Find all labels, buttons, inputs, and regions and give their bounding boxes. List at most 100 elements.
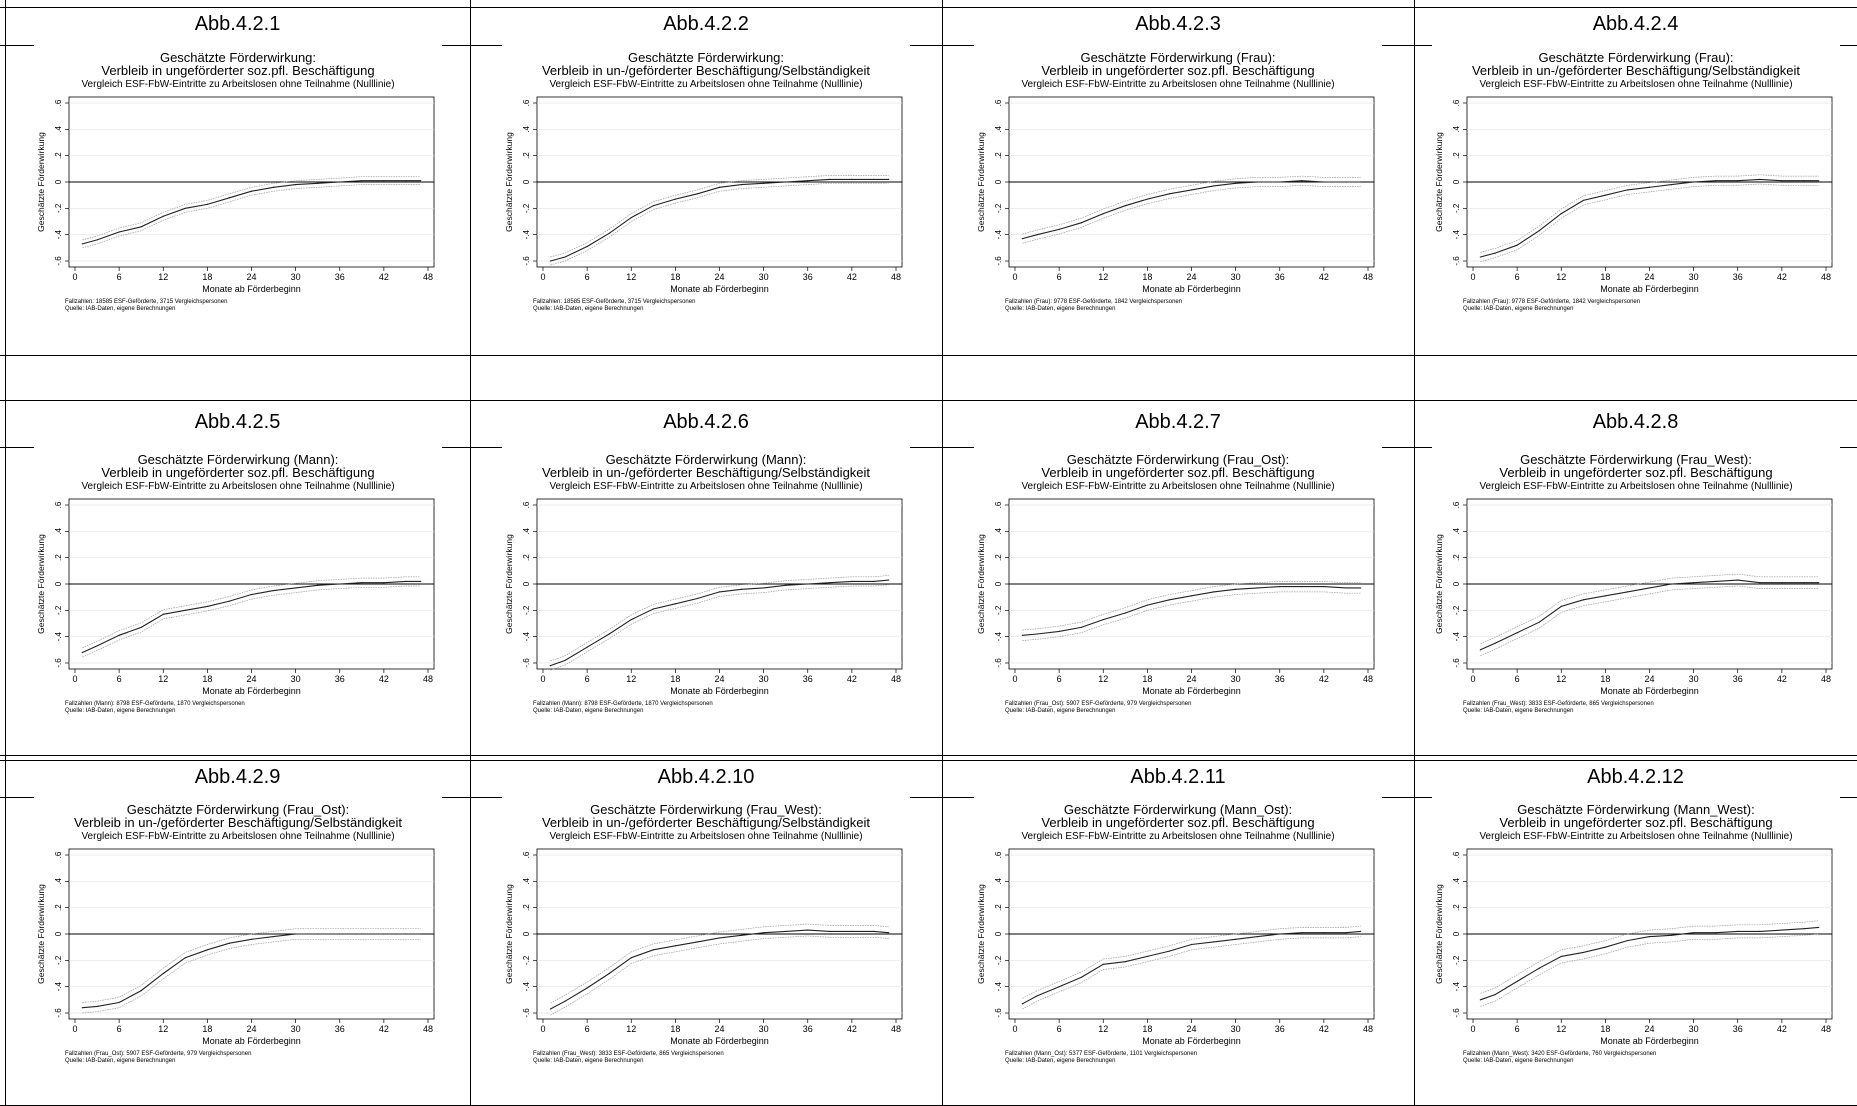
x-tick-label: 48 xyxy=(891,272,901,282)
data-point xyxy=(1626,189,1628,191)
data-point xyxy=(250,190,252,192)
chart-title: Geschätzte Förderwirkung (Frau): xyxy=(1080,50,1275,65)
grid-rule xyxy=(942,0,943,1105)
data-point xyxy=(1212,941,1215,943)
data-point xyxy=(118,231,120,233)
x-tick-label: 0 xyxy=(1470,1024,1475,1034)
y-tick-label: -.4 xyxy=(994,981,1003,991)
source-note: Quelle: IAB-Daten, eigene Berechnungen xyxy=(65,708,175,714)
data-point xyxy=(1190,943,1193,946)
data-point xyxy=(228,197,230,199)
chart-panel: Geschätzte Förderwirkung: Verbleib in un-… xyxy=(502,45,910,345)
chart-title-2: Verbleib in un-/geförderter Beschäftigun… xyxy=(542,465,870,480)
figure-label: Abb.4.2.11 xyxy=(1130,766,1226,788)
x-tick-label: 48 xyxy=(891,674,901,684)
y-axis-label: Geschätzte Förderwirkung xyxy=(504,534,514,634)
x-tick-label: 36 xyxy=(334,674,344,684)
data-point xyxy=(873,178,875,180)
data-point xyxy=(807,180,809,182)
y-tick-label: .6 xyxy=(522,851,531,858)
chart-panel: Geschätzte Förderwirkung (Frau_West): Ver… xyxy=(1431,447,1840,747)
chart-title-2: Verbleib in ungeförderter soz.pfl. Besch… xyxy=(101,465,374,480)
x-tick-label: 18 xyxy=(202,1024,212,1034)
x-tick-label: 6 xyxy=(585,272,590,282)
data-point xyxy=(1212,185,1215,187)
y-tick-label: -.6 xyxy=(522,658,531,668)
data-point xyxy=(81,243,83,245)
figure-label: Abb.4.2.2 xyxy=(663,13,749,35)
y-tick-label: 0 xyxy=(522,581,531,586)
data-point xyxy=(140,990,142,992)
x-tick-label: 30 xyxy=(759,674,769,684)
ci-upper-line xyxy=(81,176,421,241)
y-tick-label: .2 xyxy=(1452,554,1461,561)
source-note: Quelle: IAB-Daten, eigene Berechnungen xyxy=(65,306,175,312)
case-count-note: Fallzahlen: 18585 ESF-Geförderte, 3715 V… xyxy=(65,299,227,305)
y-axis-label: Geschätzte Förderwirkung xyxy=(36,884,46,984)
x-axis-label: Monate ab Förderbeginn xyxy=(1142,686,1241,696)
data-point xyxy=(1780,180,1782,182)
figure-label: Abb.4.2.4 xyxy=(1592,13,1679,35)
x-axis-label: Monate ab Förderbeginn xyxy=(670,686,769,696)
data-point xyxy=(763,587,765,589)
x-axis-label: Monate ab Förderbeginn xyxy=(202,686,301,696)
data-point xyxy=(404,180,407,182)
data-point xyxy=(1802,582,1805,584)
y-tick-label: -.6 xyxy=(54,1008,63,1018)
x-tick-label: 0 xyxy=(72,1024,77,1034)
data-point xyxy=(807,929,809,931)
data-point xyxy=(1802,180,1805,182)
y-axis-label: Geschätzte Förderwirkung xyxy=(504,884,514,984)
data-point xyxy=(674,945,676,947)
data-point xyxy=(382,933,384,935)
data-point xyxy=(1758,930,1760,932)
y-tick-label: -.2 xyxy=(54,605,63,615)
x-tick-label: 6 xyxy=(1057,1024,1062,1034)
data-point xyxy=(1780,582,1782,584)
data-point xyxy=(228,942,230,944)
x-tick-label: 6 xyxy=(1057,674,1062,684)
x-tick-label: 30 xyxy=(759,272,769,282)
chart-title: Geschätzte Förderwirkung: xyxy=(159,50,315,65)
data-point xyxy=(1080,976,1082,979)
data-point xyxy=(873,930,875,932)
source-note: Quelle: IAB-Daten, eigene Berechnungen xyxy=(1463,1058,1573,1064)
data-point xyxy=(382,582,384,584)
data-point xyxy=(140,226,142,228)
x-tick-label: 6 xyxy=(1514,272,1519,282)
figure-label: Abb.4.2.7 xyxy=(1135,411,1221,433)
data-point xyxy=(360,180,362,182)
chart-panel: Geschätzte Förderwirkung (Mann_West): Ver… xyxy=(1431,797,1840,1097)
chart-title-2: Verbleib in un-/geförderter Beschäftigun… xyxy=(542,815,870,830)
chart-panel: Geschätzte Förderwirkung (Frau_West): Ver… xyxy=(502,797,910,1097)
y-tick-label: 0 xyxy=(994,931,1003,936)
x-tick-label: 24 xyxy=(714,272,724,282)
y-tick-label: .6 xyxy=(994,851,1003,858)
x-tick-label: 24 xyxy=(1644,272,1654,282)
chart-subtitle: Vergleich ESF-FbW-Eintritte zu Arbeitslo… xyxy=(81,79,394,90)
x-tick-label: 42 xyxy=(378,674,388,684)
y-tick-label: -.4 xyxy=(54,981,63,991)
x-tick-label: 0 xyxy=(540,272,545,282)
data-point xyxy=(652,205,654,207)
x-axis-label: Monate ab Förderbeginn xyxy=(670,284,769,294)
y-tick-label: .2 xyxy=(1452,152,1461,159)
x-tick-label: 6 xyxy=(116,1024,121,1034)
x-tick-label: 48 xyxy=(422,1024,432,1034)
data-point xyxy=(1582,199,1584,202)
line-chart: Geschätzte Förderwirkung (Mann):Verbleib… xyxy=(504,452,903,714)
source-note: Quelle: IAB-Daten, eigene Berechnungen xyxy=(1463,708,1573,714)
data-point xyxy=(1817,180,1819,182)
y-tick-label: -.2 xyxy=(994,203,1003,213)
x-tick-label: 48 xyxy=(1363,272,1373,282)
x-tick-label: 6 xyxy=(585,674,590,684)
data-point xyxy=(696,941,699,943)
x-tick-label: 18 xyxy=(1142,674,1152,684)
data-point xyxy=(1301,932,1303,934)
line-chart: Geschätzte Förderwirkung (Mann):Verbleib… xyxy=(36,452,434,714)
chart-subtitle: Vergleich ESF-FbW-Eintritte zu Arbeitslo… xyxy=(549,831,862,842)
x-tick-label: 0 xyxy=(1012,1024,1017,1034)
x-tick-label: 42 xyxy=(1319,674,1329,684)
data-point xyxy=(740,184,743,186)
line-chart: Geschätzte Förderwirkung (Mann_Ost):Verb… xyxy=(976,802,1375,1064)
